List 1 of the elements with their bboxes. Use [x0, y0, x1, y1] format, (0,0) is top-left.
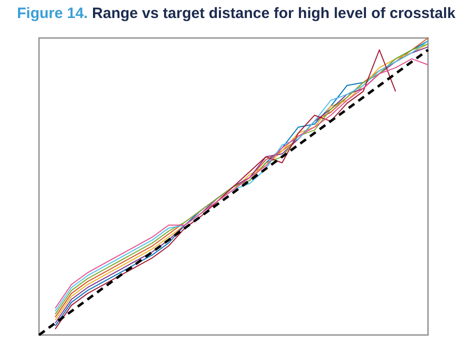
chart-title: Figure 14. Range vs target distance for high level of crosstalk	[17, 5, 456, 22]
